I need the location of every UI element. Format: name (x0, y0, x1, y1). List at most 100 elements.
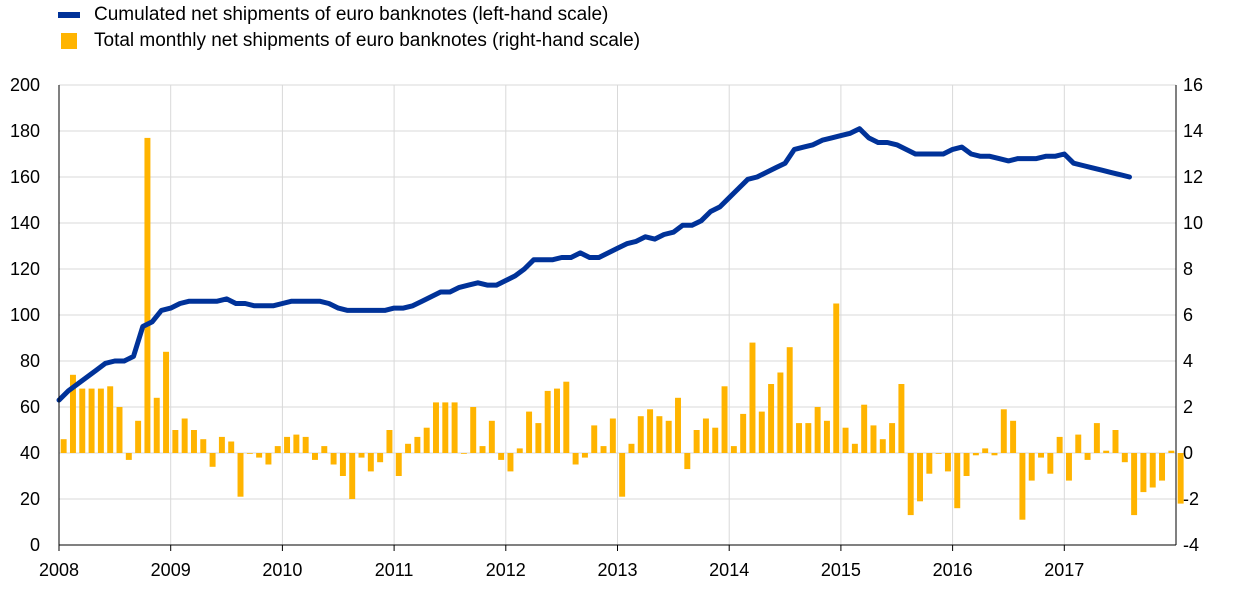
bar (879, 439, 886, 453)
bar (572, 453, 579, 465)
bar (256, 453, 263, 458)
line-cumulated (56, 126, 1132, 403)
left-tick-label: 200 (10, 75, 40, 95)
bar (944, 453, 951, 472)
bar (796, 423, 802, 453)
bar (367, 453, 374, 472)
bar (665, 420, 672, 453)
bar (926, 453, 933, 474)
bar (479, 446, 486, 453)
bar (693, 430, 700, 453)
bar (1038, 453, 1045, 458)
bar (321, 446, 328, 453)
bar (1056, 436, 1063, 453)
x-tick-label: 2017 (1044, 560, 1084, 580)
left-tick-label: 40 (20, 443, 40, 463)
bar (265, 453, 272, 465)
bar (358, 453, 365, 458)
bar (814, 407, 821, 453)
bar (684, 453, 691, 470)
bar (1103, 450, 1110, 453)
bar (581, 453, 588, 458)
right-tick-label: 8 (1183, 259, 1193, 279)
bar (851, 443, 858, 453)
bar (209, 453, 216, 467)
x-tick-label: 2014 (709, 560, 749, 580)
bar (423, 427, 430, 453)
bar (609, 418, 616, 453)
bar (339, 453, 346, 476)
bar (144, 137, 151, 453)
legend-line-swatch (58, 12, 80, 18)
bar (433, 402, 439, 453)
bar (135, 420, 142, 453)
bar (619, 453, 626, 497)
bar (1075, 434, 1082, 453)
bar (1159, 453, 1166, 481)
bar (293, 434, 300, 453)
bar (861, 404, 868, 453)
bar (805, 423, 812, 453)
legend-item-cumulated: Cumulated net shipments of euro banknote… (58, 2, 640, 28)
bar (395, 453, 402, 476)
bar (190, 430, 197, 453)
left-tick-label: 100 (10, 305, 40, 325)
bar (116, 407, 123, 453)
bar (153, 397, 160, 453)
x-tick-label: 2016 (933, 560, 973, 580)
x-tick-label: 2008 (39, 560, 79, 580)
tick-labels: 0 20 40 60 80 100 120 140 160 180 200 -4 -2 0 2 4 6 8 10 12… (10, 75, 1203, 580)
bar (181, 418, 188, 453)
left-tick-label: 20 (20, 489, 40, 509)
bar (963, 453, 970, 476)
bar (107, 386, 114, 453)
right-tick-label: 10 (1183, 213, 1203, 233)
left-tick-label: 60 (20, 397, 40, 417)
bar (1131, 453, 1138, 516)
bar (563, 381, 570, 453)
bar (730, 446, 737, 453)
bar (768, 384, 775, 453)
bar (1093, 423, 1100, 453)
bar (1019, 453, 1026, 520)
x-tick-label: 2013 (597, 560, 637, 580)
x-tick-label: 2015 (821, 560, 861, 580)
bar (470, 407, 477, 453)
bar (218, 436, 225, 453)
bar (554, 388, 560, 453)
bar (125, 453, 132, 460)
bar (675, 397, 681, 453)
left-tick-label: 140 (10, 213, 40, 233)
legend: Cumulated net shipments of euro banknote… (58, 2, 640, 54)
bar (60, 439, 67, 453)
bar (312, 453, 318, 460)
bar (1028, 453, 1035, 481)
bar (954, 453, 961, 509)
bar (386, 430, 393, 453)
bar (1140, 453, 1147, 493)
axes (58, 85, 1177, 551)
bar (488, 420, 495, 453)
bar (907, 453, 914, 516)
bar (758, 411, 765, 453)
bar (935, 453, 942, 454)
bar (228, 441, 235, 453)
bar (246, 453, 253, 454)
line-series (56, 126, 1132, 403)
bar (330, 453, 337, 465)
right-tick-label: 12 (1183, 167, 1203, 187)
bar (79, 388, 86, 453)
bar (460, 453, 467, 454)
right-tick-label: 2 (1183, 397, 1193, 417)
legend-item-monthly: Total monthly net shipments of euro bank… (58, 28, 640, 54)
bar (889, 423, 896, 453)
bar (842, 427, 849, 453)
year-grid-lines (170, 85, 1065, 545)
bar (377, 453, 384, 463)
bar (284, 436, 291, 453)
bar (237, 453, 244, 497)
bar (544, 390, 551, 453)
bar (917, 453, 923, 502)
bar (1084, 453, 1091, 460)
